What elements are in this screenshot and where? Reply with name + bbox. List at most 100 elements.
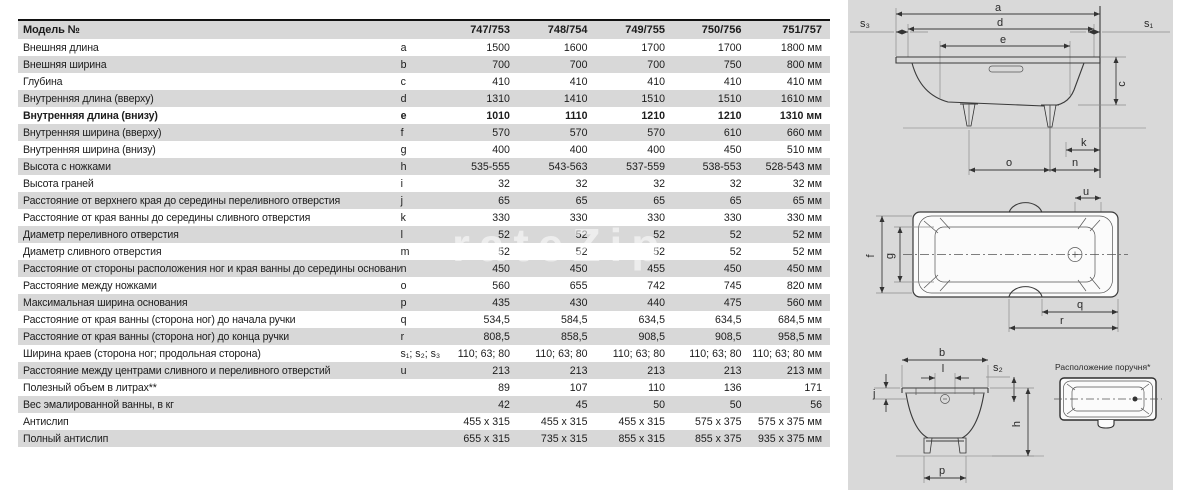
cell-value: 935 x 375 мм: [757, 432, 822, 445]
table-row: Полезный объем в литрах** 89 107 110 136 171: [18, 379, 830, 396]
table-row: Внешняя длина a 1500 1600 1700 1700 1800 мм: [18, 39, 830, 56]
cell-value: 410: [492, 75, 510, 88]
cell-value: 700: [647, 58, 665, 71]
model-column-header: 747/753: [470, 24, 510, 36]
table-row: Расстояние между центрами сливного и пер…: [18, 362, 830, 379]
cell-value: 1800 мм: [780, 41, 822, 54]
cell-value: 450: [723, 143, 742, 156]
cell-value: 455 x 315: [463, 415, 510, 428]
cell-value: 52: [729, 228, 742, 241]
cell-value: 32 мм: [792, 177, 822, 190]
cell-value: 543-563: [548, 160, 588, 173]
dim-label-u: u: [1083, 186, 1089, 198]
table-row: Расстояние от стороны расположения ног и…: [18, 260, 830, 277]
row-label: Внутренняя ширина (вверху): [23, 126, 162, 139]
cell-value: 1700: [641, 41, 665, 54]
cell-value: 110; 63; 80: [689, 347, 742, 360]
row-label: Расстояние от края ванны до середины сли…: [23, 211, 311, 224]
cell-value: 450: [723, 262, 742, 275]
drain-hole: [1067, 247, 1083, 262]
top-view-diagram: u f g q r: [865, 186, 1128, 332]
cell-value: 1010: [486, 109, 510, 122]
row-label: Высота граней: [23, 177, 94, 190]
row-letter: b: [400, 58, 407, 71]
row-letter: u: [400, 364, 407, 377]
cell-value: 435: [492, 296, 510, 309]
cell-value: 52 мм: [792, 245, 822, 258]
cell-value: 89: [498, 381, 510, 394]
cell-value: 107: [569, 381, 588, 394]
handle-location-diagram: [1054, 377, 1162, 429]
row-label: Максимальная ширина основания: [23, 296, 188, 309]
cell-value: 410: [723, 75, 742, 88]
cell-value: 450 мм: [786, 262, 822, 275]
handle-recess-top: [1008, 202, 1043, 213]
cell-value: 534,5: [483, 313, 510, 326]
tub-leg: [957, 437, 967, 454]
dim-label-d: d: [997, 17, 1003, 29]
row-label: Расстояние между центрами сливного и пер…: [23, 364, 331, 377]
cell-value: 610: [723, 126, 742, 139]
cell-value: 50: [653, 398, 665, 411]
cell-value: 450: [492, 262, 510, 275]
cell-value: 1700: [717, 41, 742, 54]
cell-value: 575 x 375: [694, 415, 742, 428]
row-letter: h: [400, 160, 407, 173]
row-letter: s₁; s₂; s₃: [400, 347, 441, 360]
table-row: Расстояние от края ванны до середины сли…: [18, 209, 830, 226]
cell-value: 908,5: [714, 330, 742, 343]
cell-value: 110; 63; 80: [457, 347, 511, 360]
cell-value: 808,5: [483, 330, 510, 343]
cell-value: 56: [810, 398, 822, 411]
cell-value: 510 мм: [786, 143, 822, 156]
cell-value: 410: [569, 75, 588, 88]
cell-value: 330: [647, 211, 665, 224]
cell-value: 820 мм: [786, 279, 822, 292]
cell-value: 634,5: [638, 313, 665, 326]
table-row: Максимальная ширина основания p 435 430 440 4…: [18, 294, 830, 311]
row-label: Полезный объем в литрах**: [23, 381, 157, 394]
row-label: Антислип: [23, 415, 69, 428]
row-letter: i: [400, 177, 403, 190]
cell-value: 440: [647, 296, 665, 309]
cell-value: 52: [729, 245, 742, 258]
cell-value: 330: [723, 211, 742, 224]
cell-value: 455 x 315: [618, 415, 665, 428]
cell-value: 700: [492, 58, 510, 71]
cell-value: 65: [498, 194, 510, 207]
row-letter: a: [400, 41, 407, 54]
row-letter: f: [400, 126, 404, 139]
cell-value: 700: [569, 58, 588, 71]
cell-value: 430: [569, 296, 588, 309]
tub-leg: [923, 437, 933, 454]
row-label: Внутренняя ширина (внизу): [23, 143, 156, 156]
table-row: Высота с ножками h 535-555 543-563 537-559 53…: [18, 158, 830, 175]
row-letter: o: [400, 279, 407, 292]
diagrams-panel: a d s₃ s₁ e c: [848, 0, 1173, 490]
row-label: Полный антислип: [23, 432, 109, 445]
dim-label-g: g: [884, 253, 896, 259]
dim-label-s2: s₂: [993, 362, 1003, 374]
table-row: Диаметр переливного отверстия l 52 52 52 52 52…: [18, 226, 830, 243]
cell-value: 400: [492, 143, 510, 156]
row-letter: c: [400, 75, 406, 88]
row-label: Внутренняя длина (внизу): [23, 109, 158, 122]
dim-label-j: j: [872, 388, 875, 400]
row-letter: m: [400, 245, 410, 258]
spec-table-body: Внешняя длина a 1500 1600 1700 1700 1800 мм Вне…: [18, 39, 830, 447]
drain-hole: [1132, 396, 1138, 402]
row-letter: n: [400, 262, 407, 275]
cell-value: 575 x 375 мм: [757, 415, 822, 428]
cell-value: 1510: [641, 92, 665, 105]
dim-label-o: o: [1006, 157, 1012, 169]
table-row: Расстояние от края ванны (сторона ног) д…: [18, 328, 830, 345]
cell-value: 584,5: [560, 313, 588, 326]
table-row: Полный антислип 655 x 315 735 x 315 855 x 3…: [18, 430, 830, 447]
cell-value: 171: [804, 381, 822, 394]
cell-value: 570: [492, 126, 510, 139]
table-row: Внутренняя длина (вверху) d 1310 1410 1510 15…: [18, 90, 830, 107]
cell-value: 455: [647, 262, 665, 275]
cell-value: 455 x 315: [540, 415, 588, 428]
cell-value: 110; 63; 80 мм: [752, 347, 823, 360]
model-header-label: Модель №: [23, 24, 80, 36]
